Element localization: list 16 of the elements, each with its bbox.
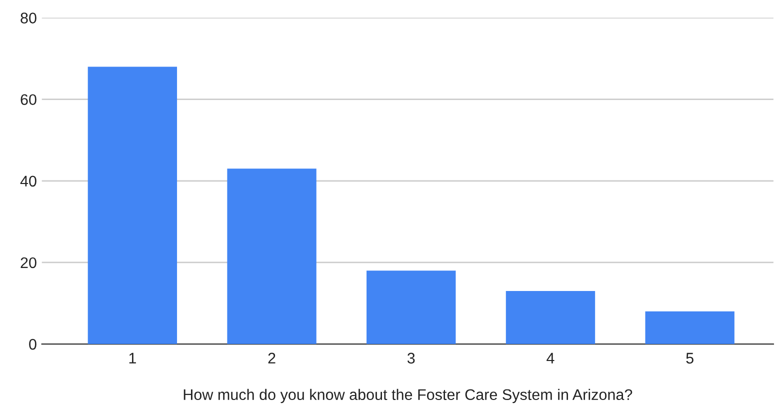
bar <box>366 270 456 344</box>
x-tick-label: 3 <box>407 352 415 364</box>
bar <box>88 66 178 344</box>
bar <box>506 291 596 344</box>
bar <box>227 168 316 344</box>
bar <box>645 311 734 344</box>
x-axis-title: How much do you know about the Foster Care System in Arizona? <box>184 388 632 404</box>
x-tick-label: 4 <box>546 352 554 364</box>
y-tick-label: 80 <box>20 12 36 24</box>
y-tick-label: 0 <box>29 338 36 350</box>
y-tick-label: 40 <box>20 176 36 187</box>
y-tick-label: 20 <box>20 257 36 268</box>
x-tick-label: 2 <box>268 352 276 364</box>
x-tick-label: 1 <box>129 352 136 364</box>
x-tick-label: 5 <box>686 352 694 364</box>
y-tick-label: 60 <box>20 94 36 106</box>
